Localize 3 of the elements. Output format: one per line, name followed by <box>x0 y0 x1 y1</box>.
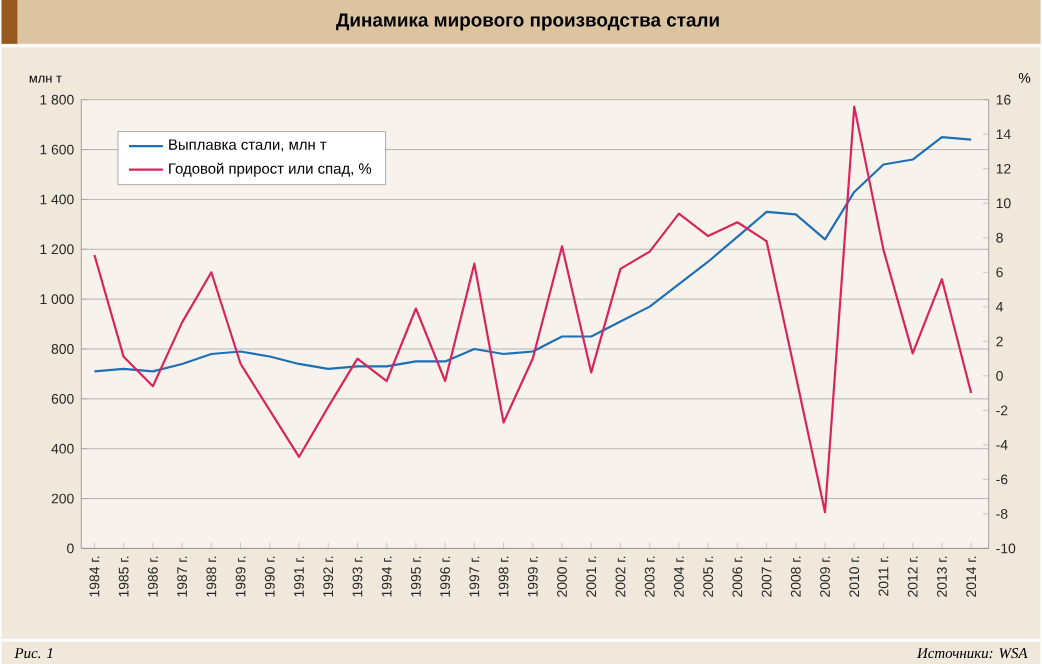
line-series <box>93 105 973 513</box>
line-series <box>93 135 973 373</box>
chart-title: Динамика мирового производства стали <box>336 13 719 31</box>
